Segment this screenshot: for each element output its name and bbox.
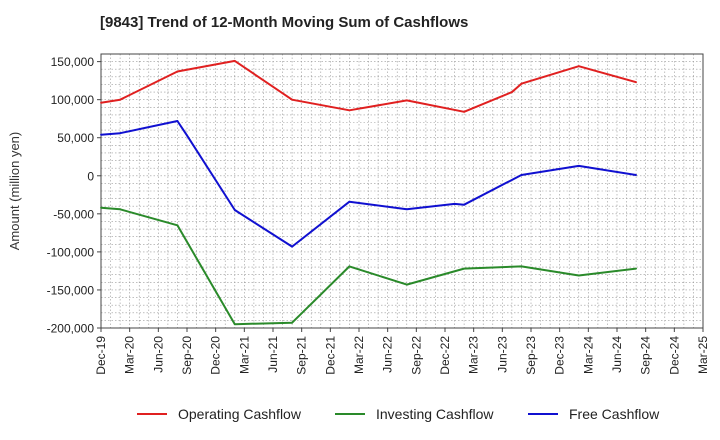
y-tick-label: -100,000: [47, 245, 95, 259]
x-tick-label: Jun-21: [266, 336, 280, 373]
x-tick-label: Dec-23: [553, 336, 567, 375]
x-tick-label: Mar-25: [696, 336, 710, 374]
data-point-investing-cashflow: [577, 274, 580, 277]
data-point-free-cashflow: [463, 203, 466, 206]
y-tick-label: 150,000: [51, 55, 95, 69]
x-tick-label: Jun-24: [610, 336, 624, 373]
grid-lines: [101, 54, 703, 328]
data-point-operating-cashflow: [635, 81, 638, 84]
data-point-free-cashflow: [291, 245, 294, 248]
data-point-free-cashflow: [635, 174, 638, 176]
data-point-operating-cashflow: [463, 110, 466, 113]
legend-label-investing-cashflow: Investing Cashflow: [376, 406, 494, 422]
y-tick-label: 0: [87, 169, 94, 183]
data-point-investing-cashflow: [405, 283, 408, 286]
y-axis-ticks: -200,000 -150,000 -100,000 -50,000 0 50,000 10…: [47, 55, 101, 336]
x-tick-label: Mar-21: [237, 336, 251, 374]
data-point-free-cashflow: [348, 200, 351, 203]
data-point-operating-cashflow: [233, 59, 236, 62]
data-point-free-cashflow: [520, 174, 523, 176]
legend-label-operating-cashflow: Operating Cashflow: [178, 406, 302, 422]
data-point-free-cashflow: [233, 209, 236, 211]
data-point-operating-cashflow: [176, 70, 179, 73]
data-point-free-cashflow: [119, 132, 122, 135]
x-tick-label: Mar-22: [352, 336, 366, 374]
data-point-investing-cashflow: [520, 265, 523, 268]
series-lines: [100, 59, 638, 326]
data-point-investing-cashflow: [635, 267, 638, 270]
x-tick-label: Dec-22: [438, 336, 452, 375]
x-tick-label: Jun-20: [151, 336, 165, 373]
data-point-investing-cashflow: [463, 267, 466, 270]
y-tick-label: 50,000: [57, 131, 94, 145]
y-tick-label: -150,000: [47, 283, 95, 297]
x-tick-label: Sep-20: [180, 336, 194, 375]
x-tick-label: Mar-23: [467, 336, 481, 374]
data-point-investing-cashflow: [119, 208, 122, 211]
data-point-investing-cashflow: [291, 321, 294, 324]
data-point-investing-cashflow: [176, 224, 179, 227]
x-tick-label: Sep-23: [524, 336, 538, 375]
x-tick-label: Jun-22: [381, 336, 395, 373]
data-point-free-cashflow: [100, 133, 102, 136]
y-tick-label: -50,000: [53, 207, 94, 221]
data-point-free-cashflow: [176, 120, 179, 122]
x-tick-label: Dec-20: [209, 336, 223, 375]
y-axis-label: Amount (million yen): [7, 132, 22, 251]
data-point-investing-cashflow: [233, 323, 236, 326]
plot-frame: [100, 53, 704, 329]
y-tick-label: 100,000: [51, 93, 95, 107]
data-point-operating-cashflow: [348, 109, 351, 112]
data-point-investing-cashflow: [100, 206, 102, 209]
x-tick-label: Sep-21: [295, 336, 309, 375]
x-tick-label: Sep-22: [409, 336, 423, 375]
data-point-operating-cashflow: [510, 91, 513, 93]
x-tick-label: Mar-20: [123, 336, 137, 374]
legend: Operating Cashflow Investing Cashflow Free…: [137, 406, 660, 422]
x-tick-label: Dec-24: [667, 336, 681, 375]
data-point-operating-cashflow: [577, 65, 580, 68]
legend-label-free-cashflow: Free Cashflow: [569, 406, 660, 422]
y-tick-label: -200,000: [47, 322, 95, 336]
x-tick-label: Dec-21: [323, 336, 337, 375]
x-tick-label: Mar-24: [581, 336, 595, 374]
data-point-operating-cashflow: [291, 98, 294, 101]
x-axis-ticks: Dec-19 Mar-20 Jun-20 Sep-20 Dec-20 Mar-21 Jun-…: [94, 328, 710, 375]
x-tick-label: Dec-19: [94, 336, 108, 375]
x-tick-label: Sep-24: [639, 336, 653, 375]
data-point-operating-cashflow: [405, 99, 408, 102]
chart-title: [9843] Trend of 12-Month Moving Sum of C…: [100, 14, 469, 31]
data-point-investing-cashflow: [348, 265, 351, 268]
data-point-operating-cashflow: [119, 98, 122, 101]
series-line-operating-cashflow: [100, 59, 637, 113]
data-point-operating-cashflow: [520, 82, 523, 85]
data-point-free-cashflow: [405, 208, 408, 211]
data-point-free-cashflow: [577, 164, 580, 167]
data-point-free-cashflow: [186, 134, 188, 137]
data-point-free-cashflow: [453, 203, 456, 205]
data-point-operating-cashflow: [100, 101, 102, 104]
x-tick-label: Jun-23: [495, 336, 509, 373]
